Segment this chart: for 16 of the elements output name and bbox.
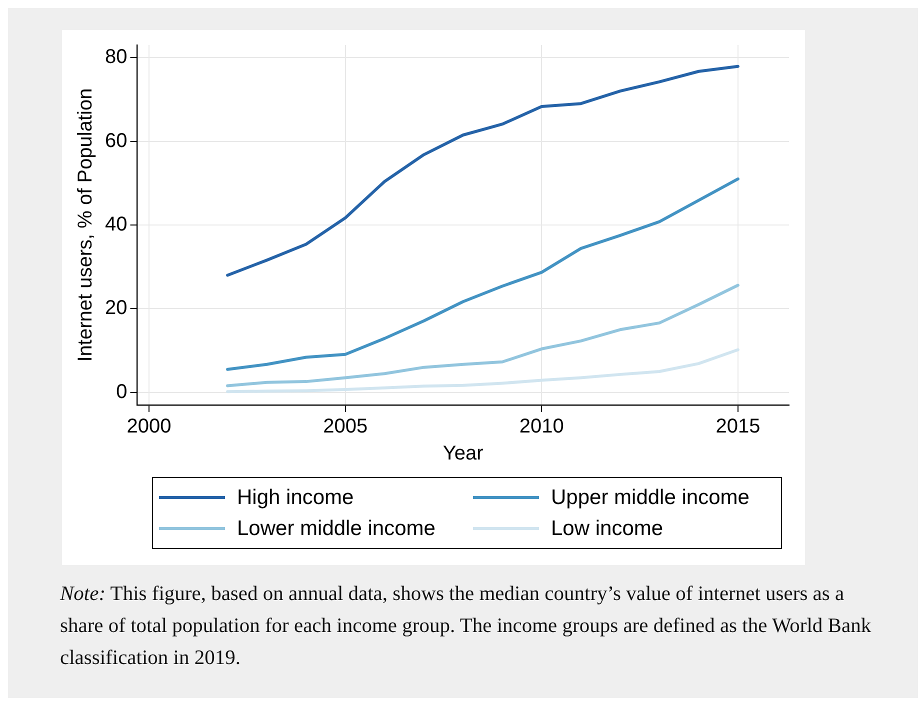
legend-label: Lower middle income <box>237 516 436 540</box>
x-tick-label: 2015 <box>716 416 760 438</box>
text: Note: This figure, based on annual data, shows the median country’s value of internet users as a share of total population for each income group. The income groups are defined as the World Bank classification in 2019. <box>60 582 872 671</box>
x-axis-title: Year <box>442 442 484 465</box>
legend-label: Upper middle income <box>551 486 750 510</box>
y-tick-label: 40 <box>104 214 128 236</box>
x-tick-label: 2005 <box>323 416 368 438</box>
y-axis-title: Internet users, % of Population <box>74 88 97 362</box>
x-tick-label: 2000 <box>126 416 172 438</box>
x-tick-label: 2010 <box>519 416 564 438</box>
y-tick-label: 80 <box>104 46 128 68</box>
y-tick-label: 0 <box>116 380 128 403</box>
legend-label: High income <box>237 486 354 510</box>
y-tick-label: 60 <box>104 130 128 152</box>
legend-label: Low income <box>551 516 664 540</box>
y-tick-label: 20 <box>104 297 128 320</box>
